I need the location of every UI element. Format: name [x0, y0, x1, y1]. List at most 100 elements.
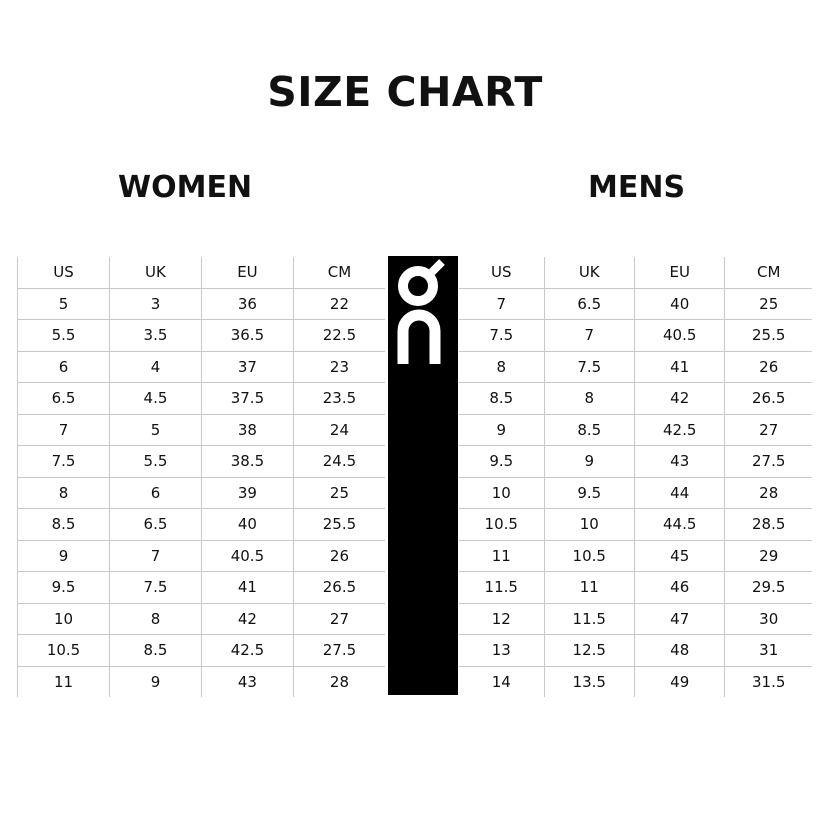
table-row: 10 8 42 27 [16, 603, 385, 635]
table-cell: 30 [724, 603, 812, 635]
table-cell: 11.5 [459, 571, 545, 604]
table-row: 7 6.5 40 25 [459, 288, 812, 320]
table-row: 14 13.5 49 31.5 [459, 666, 812, 697]
table-cell: 43 [633, 445, 725, 478]
table-cell: 49 [633, 666, 725, 697]
table-cell: 5 [109, 414, 202, 446]
table-row: 8 6 39 25 [16, 477, 385, 509]
table-cell: 6.5 [109, 508, 202, 541]
table-cell: 12.5 [543, 634, 635, 667]
table-cell: 41 [633, 351, 725, 383]
table-row: 12 11.5 47 30 [459, 603, 812, 635]
table-cell: 28 [292, 666, 385, 697]
table-cell: 8.5 [16, 508, 110, 541]
table-row: 7.5 7 40.5 25.5 [459, 319, 812, 352]
table-cell: 24.5 [292, 445, 385, 478]
table-cell: 10.5 [459, 508, 545, 541]
table-cell: 44 [633, 477, 725, 509]
table-cell: 22 [292, 288, 385, 320]
table-cell: 11 [459, 540, 545, 572]
table-cell: 40 [200, 508, 294, 541]
table-cell: 8 [16, 477, 110, 509]
table-row: 10.5 8.5 42.5 27.5 [16, 634, 385, 667]
table-cell: 4.5 [109, 382, 202, 415]
table-cell: 27 [292, 603, 385, 635]
table-cell: 9 [16, 540, 110, 572]
table-cell: 23 [292, 351, 385, 383]
table-cell: 29.5 [724, 571, 812, 604]
table-cell: 9.5 [459, 445, 545, 478]
table-cell: 7 [459, 288, 545, 320]
mens-size-table: US UK EU CM 7 6.5 40 25 7.5 7 40.5 25.5 8 7.5 41 26 8.5 8… [459, 257, 812, 697]
table-cell: 25.5 [292, 508, 385, 541]
table-cell: 26.5 [724, 382, 812, 415]
table-cell: 41 [200, 571, 294, 604]
table-cell: 4 [109, 351, 202, 383]
table-cell: 6.5 [543, 288, 635, 320]
table-cell: 12 [459, 603, 545, 635]
table-cell: 9.5 [16, 571, 110, 604]
table-row: 8 7.5 41 26 [459, 351, 812, 383]
column-header: CM [292, 257, 385, 289]
table-cell: 8 [459, 351, 545, 383]
table-cell: 10 [16, 603, 110, 635]
table-cell: 27.5 [292, 634, 385, 667]
table-cell: 8 [109, 603, 202, 635]
table-cell: 3.5 [109, 319, 202, 352]
page-title: SIZE CHART [267, 68, 543, 116]
table-cell: 26.5 [292, 571, 385, 604]
table-cell: 11.5 [543, 603, 635, 635]
table-cell: 47 [633, 603, 725, 635]
table-cell: 10 [543, 508, 635, 541]
table-cell: 5.5 [16, 319, 110, 352]
table-row: 9 8.5 42.5 27 [459, 414, 812, 446]
table-cell: 25 [724, 288, 812, 320]
table-cell: 40.5 [200, 540, 294, 572]
table-cell: 10.5 [543, 540, 635, 572]
table-row: 10 9.5 44 28 [459, 477, 812, 509]
table-cell: 36 [200, 288, 294, 320]
table-cell: 11 [543, 571, 635, 604]
table-cell: 25 [292, 477, 385, 509]
table-cell: 24 [292, 414, 385, 446]
table-row: 11 10.5 45 29 [459, 540, 812, 572]
table-cell: 27 [724, 414, 812, 446]
table-cell: 46 [633, 571, 725, 604]
table-cell: 7 [109, 540, 202, 572]
table-row: 11.5 11 46 29.5 [459, 571, 812, 604]
table-row: 11 9 43 28 [16, 666, 385, 697]
table-cell: 26 [292, 540, 385, 572]
table-cell: 43 [200, 666, 294, 697]
table-cell: 25.5 [724, 319, 812, 352]
table-row: 13 12.5 48 31 [459, 634, 812, 667]
table-cell: 9 [109, 666, 202, 697]
table-cell: 7.5 [109, 571, 202, 604]
table-row: 7.5 5.5 38.5 24.5 [16, 445, 385, 478]
table-cell: 26 [724, 351, 812, 383]
table-cell: 6 [16, 351, 110, 383]
table-cell: 3 [109, 288, 202, 320]
table-cell: 11 [16, 666, 110, 697]
table-cell: 39 [200, 477, 294, 509]
table-cell: 48 [633, 634, 725, 667]
header-row: US UK EU CM [459, 257, 812, 289]
table-cell: 8.5 [109, 634, 202, 667]
table-cell: 44.5 [633, 508, 725, 541]
table-cell: 37 [200, 351, 294, 383]
table-cell: 37.5 [200, 382, 294, 415]
table-cell: 7.5 [16, 445, 110, 478]
table-cell: 8 [543, 382, 635, 415]
table-cell: 13 [459, 634, 545, 667]
table-cell: 28 [724, 477, 812, 509]
column-header: CM [724, 257, 812, 289]
table-cell: 10.5 [16, 634, 110, 667]
header-row: US UK EU CM [16, 257, 385, 289]
column-header: EU [633, 257, 725, 289]
table-cell: 5.5 [109, 445, 202, 478]
table-row: 9.5 7.5 41 26.5 [16, 571, 385, 604]
table-cell: 31.5 [724, 666, 812, 697]
table-row: 8.5 8 42 26.5 [459, 382, 812, 415]
women-heading: WOMEN [118, 170, 253, 205]
table-cell: 14 [491, 672, 511, 691]
table-cell: 38.5 [200, 445, 294, 478]
